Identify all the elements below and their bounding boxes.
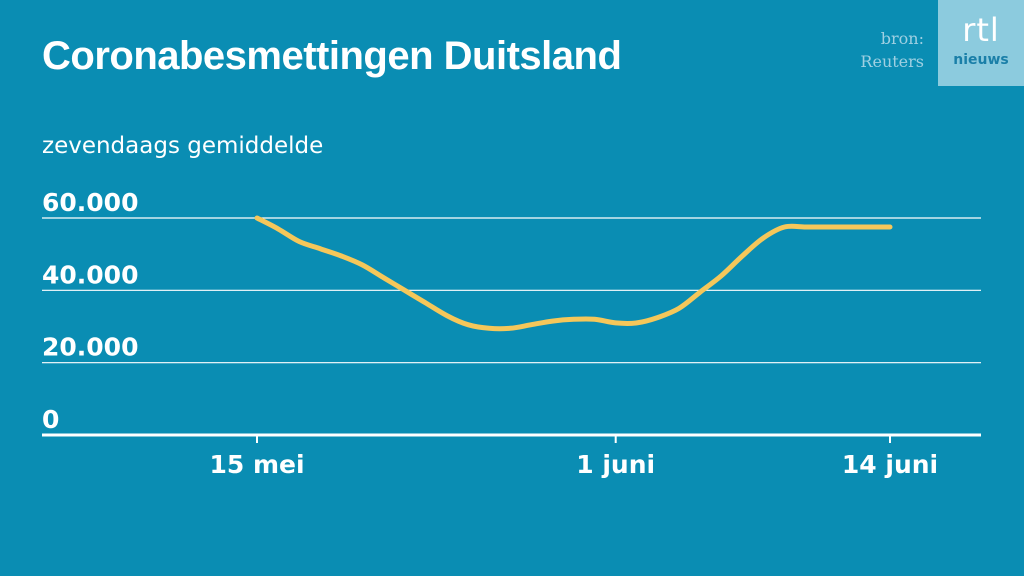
y-tick-label: 0 [42,405,59,434]
series-line [254,215,893,332]
source-name: Reuters [860,52,924,71]
source-label: bron: [880,29,924,48]
x-tick-label: 14 juni [842,450,938,479]
y-tick-label: 40.000 [42,260,138,289]
source-note: bron: Reuters [860,27,924,73]
x-tick-label: 1 juni [576,450,655,479]
y-tick-label: 60.000 [42,188,138,217]
logo-sub-text: nieuws [953,52,1009,68]
x-tick-label: 15 mei [209,450,304,479]
rtl-nieuws-logo: rtl nieuws [938,0,1024,86]
chart-subtitle: zevendaags gemiddelde [42,133,324,159]
chart-title: Coronabesmettingen Duitsland [42,34,622,78]
y-tick-label: 20.000 [42,333,138,362]
logo-brand-text: rtl [962,11,1000,49]
